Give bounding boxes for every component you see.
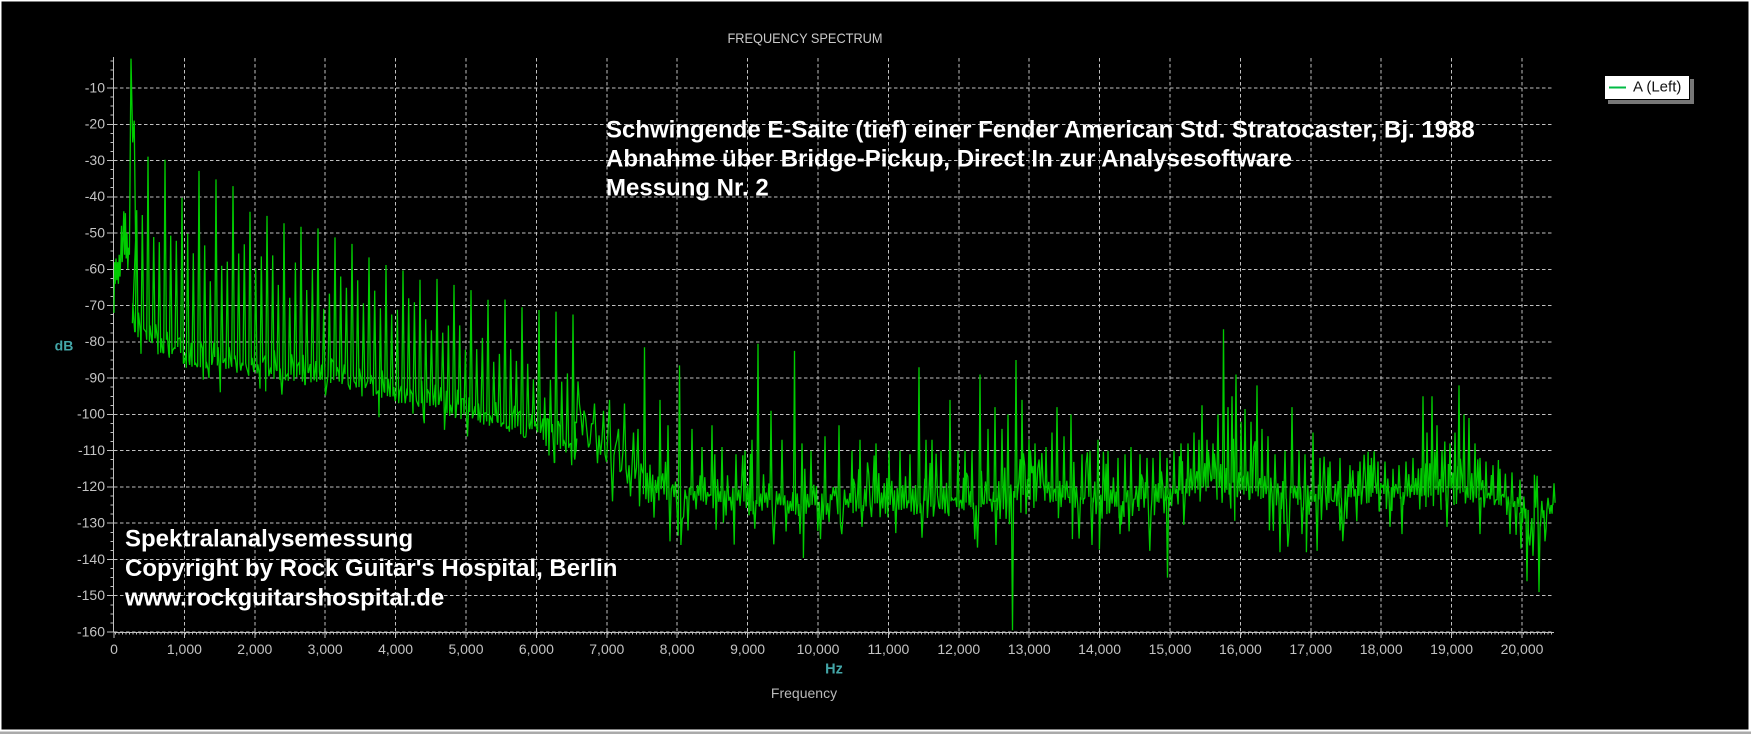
svg-text:9,000: 9,000	[730, 641, 765, 657]
svg-text:-60: -60	[85, 261, 105, 277]
svg-text:13,000: 13,000	[1008, 641, 1051, 657]
svg-text:17,000: 17,000	[1289, 641, 1332, 657]
svg-text:-70: -70	[85, 297, 105, 313]
svg-text:14,000: 14,000	[1078, 641, 1121, 657]
svg-text:Copyright by Rock Guitar's Hos: Copyright by Rock Guitar's Hospital, Ber…	[125, 555, 617, 582]
svg-text:16,000: 16,000	[1219, 641, 1262, 657]
svg-text:-10: -10	[85, 79, 105, 95]
svg-text:10,000: 10,000	[797, 641, 840, 657]
svg-text:-140: -140	[77, 551, 105, 567]
svg-text:-80: -80	[85, 333, 105, 349]
svg-text:15,000: 15,000	[1149, 641, 1192, 657]
svg-text:-160: -160	[77, 623, 105, 639]
svg-text:6,000: 6,000	[519, 641, 554, 657]
svg-text:A (Left): A (Left)	[1633, 79, 1681, 96]
svg-text:-130: -130	[77, 515, 105, 531]
svg-text:2,000: 2,000	[237, 641, 272, 657]
svg-text:Schwingende E-Saite (tief) ein: Schwingende E-Saite (tief) einer Fender …	[606, 117, 1475, 144]
svg-text:Frequency: Frequency	[771, 685, 837, 701]
svg-text:7,000: 7,000	[589, 641, 624, 657]
svg-text:-40: -40	[85, 188, 105, 204]
svg-text:Hz: Hz	[825, 662, 843, 678]
svg-text:FREQUENCY SPECTRUM: FREQUENCY SPECTRUM	[728, 30, 883, 46]
svg-text:-90: -90	[85, 369, 105, 385]
svg-text:1,000: 1,000	[167, 641, 202, 657]
svg-text:-20: -20	[85, 116, 105, 132]
svg-text:-150: -150	[77, 587, 105, 603]
svg-text:5,000: 5,000	[448, 641, 483, 657]
svg-text:8,000: 8,000	[660, 641, 695, 657]
svg-text:www.rockguitarshospital.de: www.rockguitarshospital.de	[124, 585, 444, 612]
svg-text:dB: dB	[55, 338, 74, 354]
svg-text:12,000: 12,000	[937, 641, 980, 657]
svg-text:-30: -30	[85, 152, 105, 168]
svg-text:0: 0	[110, 641, 118, 657]
svg-text:3,000: 3,000	[308, 641, 343, 657]
svg-text:-50: -50	[85, 224, 105, 240]
svg-text:Abnahme über Bridge-Pickup, Di: Abnahme über Bridge-Pickup, Direct In zu…	[606, 146, 1292, 173]
svg-text:4,000: 4,000	[378, 641, 413, 657]
svg-text:19,000: 19,000	[1430, 641, 1473, 657]
svg-text:Messung Nr. 2: Messung Nr. 2	[606, 175, 769, 202]
svg-text:-110: -110	[78, 442, 105, 458]
svg-text:-100: -100	[77, 406, 105, 422]
svg-text:18,000: 18,000	[1360, 641, 1403, 657]
svg-text:11,000: 11,000	[868, 641, 910, 657]
svg-text:20,000: 20,000	[1501, 641, 1544, 657]
svg-text:-120: -120	[77, 478, 105, 494]
svg-text:Spektralanalysemessung: Spektralanalysemessung	[125, 526, 413, 553]
